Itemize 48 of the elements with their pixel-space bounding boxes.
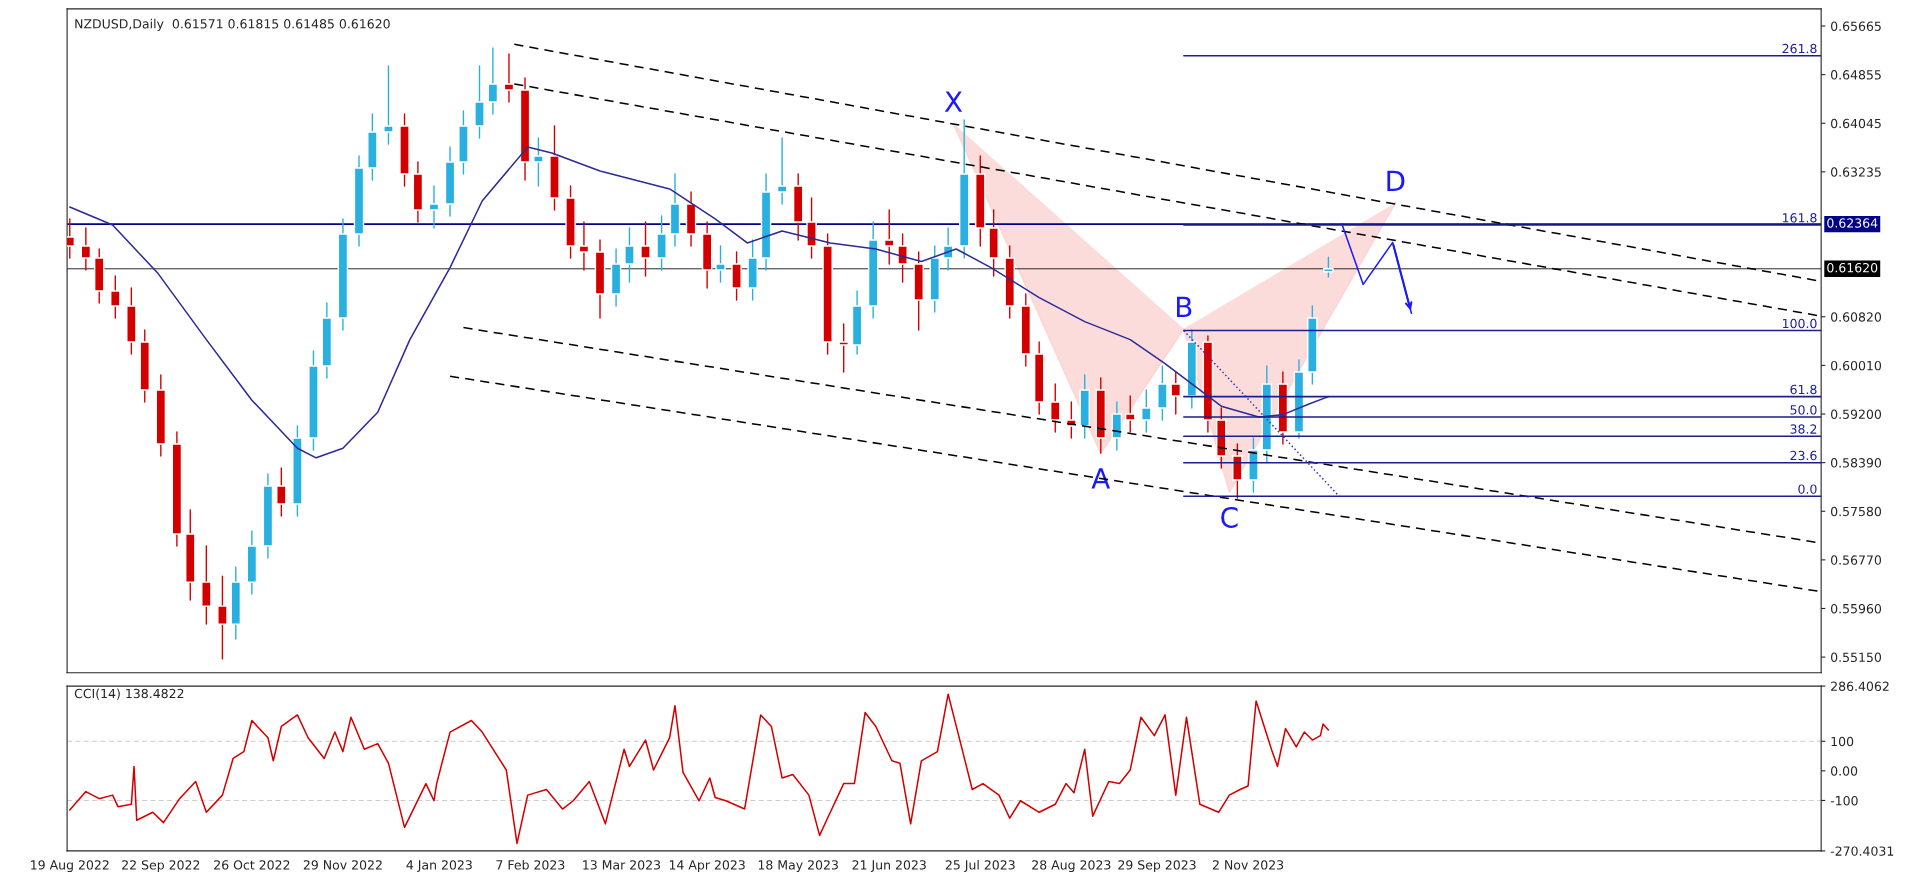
y-tick-label: 0.65665	[1831, 21, 1881, 31]
y-tick-label: -100	[1830, 795, 1858, 806]
y-tick-label: 0.58390	[1831, 458, 1882, 468]
x-tick-label: 4 Jan 2023	[406, 860, 472, 872]
x-tick-label: 28 Aug 2023	[1032, 860, 1111, 873]
x-tick-label: 29 Nov 2022	[303, 860, 382, 870]
x-tick-label: 21 Jun 2023	[852, 860, 926, 872]
chart-title: CCI(14) 138.4822	[74, 688, 184, 700]
annotation: 0.0	[1798, 484, 1817, 494]
y-tick-label: 0.00	[1831, 766, 1858, 776]
annotation: 61.8	[1790, 384, 1817, 395]
x-tick-label: 26 Oct 2022	[214, 860, 290, 870]
ref-line-label: 0.61620	[1827, 262, 1878, 273]
annotation: 261.8	[1782, 43, 1817, 54]
x-tick-label: 19 Aug 2022	[31, 860, 109, 873]
annotation: C	[1221, 506, 1238, 528]
annotation: 23.6	[1790, 450, 1817, 461]
y-tick-label: 0.56770	[1831, 555, 1882, 565]
x-tick-label: 7 Feb 2023	[496, 859, 565, 870]
y-tick-label: 0.64045	[1831, 118, 1881, 129]
ref-line-label: 0.62364	[1827, 218, 1878, 228]
y-tick-label: 0.60010	[1831, 360, 1882, 371]
x-tick-label: 18 May 2023	[758, 860, 838, 873]
y-tick-label: 0.57580	[1831, 506, 1882, 517]
x-tick-label: 14 Apr 2023	[669, 860, 745, 873]
y-tick-label: 100	[1831, 736, 1854, 747]
annotation: D	[1387, 170, 1405, 191]
x-tick-label: 13 Mar 2023	[583, 860, 661, 870]
x-tick-label: 2 Nov 2023	[1212, 860, 1284, 870]
y-tick-label: 0.59200	[1831, 409, 1882, 419]
annotation: A	[1091, 468, 1111, 489]
y-tick-label: 0.64855	[1831, 70, 1881, 80]
x-tick-label: 29 Sep 2023	[1118, 860, 1196, 873]
annotation: 38.2	[1790, 424, 1817, 434]
y-tick-label: 286.4062	[1831, 681, 1889, 691]
annotation: 161.8	[1782, 213, 1817, 223]
annotation: 100.0	[1782, 318, 1817, 329]
y-tick-label: 0.63235	[1831, 167, 1881, 177]
y-tick-label: 0.55150	[1831, 652, 1882, 663]
y-tick-label: -270.4031	[1830, 846, 1894, 856]
annotation: X	[944, 91, 963, 112]
x-tick-label: 25 Jul 2023	[945, 859, 1015, 872]
y-tick-label: 0.55960	[1831, 603, 1882, 614]
text: NZDUSD,Daily 0.61571 0.61815 0.61485 0.61620	[75, 18, 390, 31]
annotation: B	[1177, 296, 1192, 318]
x-tick-label: 22 Sep 2022	[122, 860, 200, 873]
y-tick-label: 0.60820	[1831, 312, 1882, 322]
annotation: 50.0	[1790, 405, 1817, 415]
